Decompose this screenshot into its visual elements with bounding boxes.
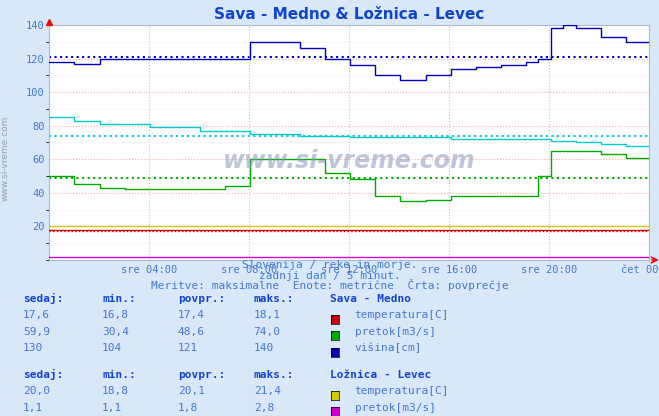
Text: 18,8: 18,8 — [102, 386, 129, 396]
Text: 130: 130 — [23, 343, 43, 353]
Text: 16,8: 16,8 — [102, 310, 129, 320]
Text: pretok[m3/s]: pretok[m3/s] — [355, 403, 436, 413]
Text: Sava - Medno: Sava - Medno — [330, 294, 411, 304]
Text: 2,8: 2,8 — [254, 403, 274, 413]
Text: Slovenija / reke in morje.: Slovenija / reke in morje. — [242, 260, 417, 270]
Text: 140: 140 — [254, 343, 274, 353]
Text: 48,6: 48,6 — [178, 327, 205, 337]
Text: sedaj:: sedaj: — [23, 369, 63, 380]
Text: temperatura[C]: temperatura[C] — [355, 310, 449, 320]
Text: povpr.:: povpr.: — [178, 294, 225, 304]
Text: min.:: min.: — [102, 294, 136, 304]
Text: 20,0: 20,0 — [23, 386, 50, 396]
Text: 1,1: 1,1 — [23, 403, 43, 413]
Text: 1,1: 1,1 — [102, 403, 123, 413]
Text: 20,1: 20,1 — [178, 386, 205, 396]
Text: povpr.:: povpr.: — [178, 370, 225, 380]
Text: www.si-vreme.com: www.si-vreme.com — [1, 115, 10, 201]
Text: 74,0: 74,0 — [254, 327, 281, 337]
Text: pretok[m3/s]: pretok[m3/s] — [355, 327, 436, 337]
Text: maks.:: maks.: — [254, 294, 294, 304]
Text: temperatura[C]: temperatura[C] — [355, 386, 449, 396]
Text: sedaj:: sedaj: — [23, 292, 63, 304]
Text: min.:: min.: — [102, 370, 136, 380]
Text: 17,4: 17,4 — [178, 310, 205, 320]
Text: Meritve: maksimalne  Enote: metrične  Črta: povprečje: Meritve: maksimalne Enote: metrične Črta… — [151, 279, 508, 291]
Text: zadnji dan / 5 minut.: zadnji dan / 5 minut. — [258, 271, 401, 281]
Title: Sava - Medno & Ložnica - Levec: Sava - Medno & Ložnica - Levec — [214, 7, 484, 22]
Text: 59,9: 59,9 — [23, 327, 50, 337]
Text: Ložnica - Levec: Ložnica - Levec — [330, 370, 431, 380]
Text: 21,4: 21,4 — [254, 386, 281, 396]
Text: 121: 121 — [178, 343, 198, 353]
Text: 30,4: 30,4 — [102, 327, 129, 337]
Text: maks.:: maks.: — [254, 370, 294, 380]
Text: višina[cm]: višina[cm] — [355, 343, 422, 353]
Text: www.si-vreme.com: www.si-vreme.com — [223, 149, 476, 173]
Text: 104: 104 — [102, 343, 123, 353]
Text: 1,8: 1,8 — [178, 403, 198, 413]
Text: 18,1: 18,1 — [254, 310, 281, 320]
Text: 17,6: 17,6 — [23, 310, 50, 320]
